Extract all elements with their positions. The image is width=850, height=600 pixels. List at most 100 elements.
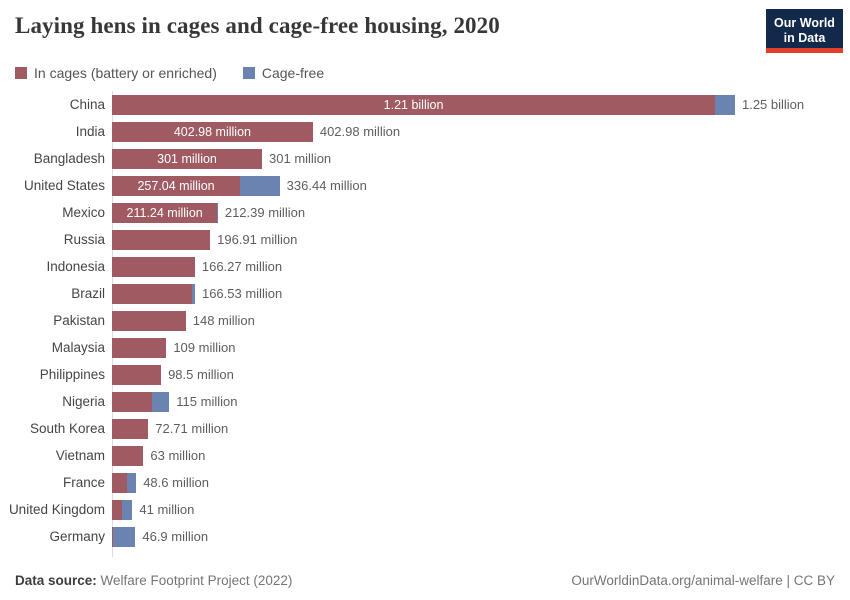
bar-total-value-label: 98.5 million (168, 367, 234, 382)
bar-segment-in-cages[interactable] (112, 283, 192, 304)
country-label: Philippines (39, 367, 105, 382)
bar-total-value-label: 72.71 million (155, 421, 229, 436)
bar-segment-in-cages[interactable] (112, 310, 186, 331)
bar-track: 72.71 million (112, 418, 229, 439)
bar-total-value-label: 1.25 billion (741, 97, 805, 112)
bar-row: Indonesia 166.27 million (0, 253, 850, 280)
country-label: Brazil (71, 286, 105, 301)
bar-segment-cage-free[interactable] (121, 499, 133, 520)
credit-link[interactable]: OurWorldinData.org/animal-welfare | CC B… (571, 573, 835, 588)
bar-track: 196.91 million (112, 229, 298, 250)
bar-track: 46.9 million (112, 526, 208, 547)
country-label: Germany (49, 529, 105, 544)
bar-segment-in-cages[interactable] (112, 526, 113, 547)
owid-logo-strip (766, 48, 843, 53)
bar-row: Vietnam 63 million (0, 442, 850, 469)
country-label: South Korea (29, 421, 105, 436)
bar-segment-in-cages[interactable] (112, 445, 144, 466)
country-label: Nigeria (62, 394, 105, 409)
bar-segment-cage-free[interactable] (240, 175, 280, 196)
bar-total-value-label: 212.39 million (224, 205, 306, 220)
bar-inside-value-label: 402.98 million (173, 124, 251, 139)
bar-segment-cage-free[interactable] (112, 526, 136, 547)
bar-total-value-label: 402.98 million (319, 124, 401, 139)
bar-segment-cage-free[interactable] (151, 391, 170, 412)
bar-segment-in-cages[interactable]: 1.21 billion (112, 94, 716, 115)
bar-track: 301 million 301 million (112, 148, 331, 169)
bar-segment-in-cages[interactable] (112, 256, 195, 277)
bar-total-value-label: 41 million (139, 502, 195, 517)
bar-segment-in-cages[interactable]: 257.04 million (112, 175, 241, 196)
bar-segment-in-cages[interactable]: 301 million (112, 148, 263, 169)
legend-item-cage-free[interactable]: Cage-free (242, 65, 325, 81)
bar-row: Russia 196.91 million (0, 226, 850, 253)
bar-inside-value-label: 257.04 million (137, 178, 215, 193)
legend-label: Cage-free (261, 65, 325, 81)
bar-row: South Korea 72.71 million (0, 415, 850, 442)
bar-total-value-label: 109 million (173, 340, 236, 355)
country-label: Mexico (62, 205, 105, 220)
data-source-label: Data source: (15, 573, 97, 588)
bar-track: 115 million (112, 391, 237, 412)
bar-chart-plot: China 1.21 billion 1.25 billion India 402.98… (0, 91, 850, 557)
bar-segment-cage-free[interactable] (217, 202, 218, 223)
bar-track: 257.04 million 336.44 million (112, 175, 367, 196)
bar-segment-cage-free[interactable] (715, 94, 735, 115)
country-label: Pakistan (53, 313, 105, 328)
bar-segment-in-cages[interactable] (112, 391, 152, 412)
owid-logo[interactable]: Our World in Data (766, 9, 843, 53)
data-source-value: Welfare Footprint Project (2022) (96, 573, 293, 588)
legend-swatch-icon (15, 67, 27, 79)
bar-row: France 48.6 million (0, 469, 850, 496)
chart-legend: In cages (battery or enriched) Cage-free (15, 65, 324, 81)
data-source-note: Data source: Welfare Footprint Project (… (15, 573, 292, 588)
country-label: Indonesia (46, 259, 105, 274)
country-label: France (62, 475, 105, 490)
bar-total-value-label: 148 million (192, 313, 255, 328)
bar-total-value-label: 63 million (150, 448, 206, 463)
legend-swatch-icon (242, 67, 255, 79)
bar-track: 98.5 million (112, 364, 234, 385)
bar-segment-in-cages[interactable] (112, 229, 211, 250)
bar-total-value-label: 166.27 million (201, 259, 283, 274)
bar-track: 211.24 million 212.39 million (112, 202, 306, 223)
bar-row: China 1.21 billion 1.25 billion (0, 91, 850, 118)
bar-track: 148 million (112, 310, 255, 331)
bar-segment-in-cages[interactable] (112, 337, 167, 358)
bar-track: 41 million (112, 499, 195, 520)
credit-note: OurWorldinData.org/animal-welfare | CC B… (571, 573, 835, 588)
country-label: Vietnam (55, 448, 105, 463)
owid-logo-line2: in Data (783, 31, 826, 45)
bar-track: 109 million (112, 337, 236, 358)
bar-row: Bangladesh 301 million 301 million (0, 145, 850, 172)
country-label: Russia (63, 232, 105, 247)
country-label: United States (23, 178, 105, 193)
bar-segment-in-cages[interactable] (112, 364, 162, 385)
bar-row: Malaysia 109 million (0, 334, 850, 361)
owid-logo-line1: Our World (774, 16, 835, 31)
legend-label: In cages (battery or enriched) (34, 65, 217, 81)
country-label: China (69, 97, 105, 112)
bar-segment-in-cages[interactable] (112, 418, 149, 439)
bar-track: 166.27 million (112, 256, 283, 277)
bar-segment-in-cages[interactable]: 402.98 million (112, 121, 313, 142)
bar-total-value-label: 196.91 million (217, 232, 298, 247)
bar-segment-in-cages[interactable] (112, 472, 127, 493)
legend-item-in-cages[interactable]: In cages (battery or enriched) (15, 65, 217, 81)
bar-total-value-label: 166.53 million (201, 286, 283, 301)
bar-track: 1.21 billion 1.25 billion (112, 94, 805, 115)
bar-row: Nigeria 115 million (0, 388, 850, 415)
bar-inside-value-label: 1.21 billion (383, 97, 444, 112)
country-label: India (75, 124, 105, 139)
bar-segment-cage-free[interactable] (191, 283, 195, 304)
bar-segment-in-cages[interactable] (112, 499, 122, 520)
bar-total-value-label: 48.6 million (143, 475, 209, 490)
bar-segment-cage-free[interactable] (126, 472, 137, 493)
bar-row: Brazil 166.53 million (0, 280, 850, 307)
page-title: Laying hens in cages and cage-free housi… (15, 13, 500, 38)
bar-row: Philippines 98.5 million (0, 361, 850, 388)
bar-segment-in-cages[interactable]: 211.24 million (112, 202, 218, 223)
country-label: Malaysia (51, 340, 105, 355)
bar-track: 63 million (112, 445, 206, 466)
